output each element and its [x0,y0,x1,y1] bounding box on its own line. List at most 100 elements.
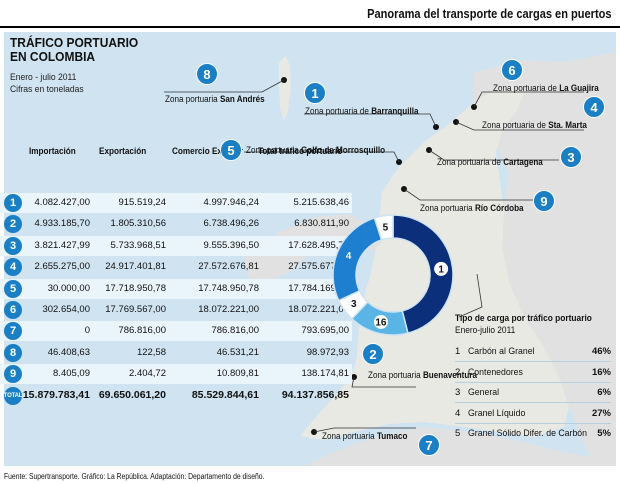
zone-number-badge: 3 [4,236,22,255]
legend-item-number: 2 [455,366,461,378]
cell-imports: 4.933.185,70 [34,218,90,230]
legend-item: 3 General 6% [455,387,611,401]
donut-slice-label: 16 [375,317,387,328]
cargo-type-donut-chart: 1 16 3 4 5 [332,214,454,336]
source-note: Fuente: Supertransporte. Gráfico: La Rep… [4,472,265,481]
legend-item: 5 Granel Sólido Difer. de Carbón 5% [455,428,611,442]
legend-item-number: 1 [455,346,461,357]
zone-label-4: Zona portuaria de Sta. Marta [482,120,587,130]
legend-item: 4 Granel Líquido 27% [455,408,611,422]
table-row: 9 8.405,09 2.404,72 10.809,81 138.174,81 [0,364,352,385]
zone-badge-4: 4 [583,96,605,118]
cell-total-traffic: 6.830.811,90 [294,218,349,230]
cell-imports: 2.655.275,00 [34,261,90,273]
cell-exports: 1.805.310,56 [110,218,166,230]
zone-number-badge: 6 [4,301,22,319]
donut-slice-label: 4 [346,251,352,262]
zone-label-6: Zona portuaria de La Guajira [493,83,599,93]
cell-total-traffic: 18.072.221,00 [288,304,349,315]
zone-label-name: Golfo de Morrosquillo [300,145,386,155]
zone-badge-2: 2 [362,343,384,365]
table-row: 2 4.933.185,70 1.805.310,56 6.738.496,26 6.8… [0,214,352,234]
table-row: 8 46.408,63 122,58 46.531,21 98.972,93 [0,343,352,363]
zone-label-prefix: Zona portuaria de [437,157,504,167]
zone-badge-3: 3 [560,146,582,168]
title-line-1: TRÁFICO PORTUARIO [10,35,139,50]
col-header-imports: Importación [29,146,76,157]
legend-item-percent: 46% [591,346,611,357]
cell-foreign-trade: 10.809,81 [216,368,259,380]
cell-foreign-trade: 786.816,00 [211,325,259,337]
zone-label-prefix: Zona portuaria de [305,106,372,116]
neighbor-land-south [304,427,616,466]
zone-number-badge: 8 [4,343,22,362]
zone-label-8: Zona portuaria San Andrés [165,94,265,104]
legend-subtitle: Enero-julio 2011 [455,325,516,336]
legend-item-label: Granel Sólido Difer. de Carbón [468,428,588,439]
zone-label-name: Cartagena [503,157,543,167]
zone-badge-1: 1 [304,82,326,104]
legend-item-percent: 27% [591,407,611,419]
zone-label-5: Zona portuaria Golfo de Morrosquillo [246,145,385,155]
donut-slice-4 [332,216,383,302]
table-row: 5 30.000,00 17.718.950,78 17.748.950,78 17.7… [0,278,352,299]
legend-item-number: 3 [455,387,461,398]
cell-exports: 122,58 [136,346,166,358]
zone-badge-6: 6 [501,59,523,81]
cell-total-traffic: 5.215.638,46 [293,197,349,208]
donut-slice-label: 3 [351,299,357,310]
zone-label-name: San Andrés [219,94,265,104]
zone-badge-5: 5 [220,139,242,161]
cell-total-traffic: 17.628.495,77 [288,239,349,251]
table-row: 4 2.655.275,00 24.917.401,81 27.572.676,81 2… [0,257,352,277]
donut-slice-label: 1 [438,264,444,275]
cell-total-traffic: 793.695,00 [301,325,349,337]
zone-label-prefix: Zona portuaria de [482,120,549,130]
cell-imports: 46.408,63 [47,346,90,358]
cell-foreign-trade: 4.997.946,24 [203,197,259,208]
donut-slice-label-bg [373,314,388,329]
zone-number-badge: 2 [4,215,22,234]
cell-imports: 30.000,00 [47,282,90,294]
cell-exports: 17.718.950,78 [105,282,166,294]
zone-label-9: Zona portuaria Río Córdoba [420,203,524,213]
cell-foreign-trade: 6.738.496,26 [203,218,259,230]
cell-imports: 8.405,09 [53,368,90,380]
cell-imports: 15.879.783,41 [22,388,90,401]
table-row: 1 4.082.427,00 915.519,24 4.997.946,24 5.215… [0,193,352,213]
page-header-title: Panorama del transporte de cargas en pue… [367,6,612,21]
zone-label-1: Zona portuaria de Barranquilla [305,106,418,116]
col-header-total-traffic: Total tráfico portuario [258,146,343,157]
cell-exports: 786.816,00 [118,325,166,337]
zone-label-3: Zona portuaria de Cartagena [437,157,543,167]
cell-foreign-trade: 18.072.221,00 [198,304,259,315]
zone-label-prefix: Zona portuaria [368,370,423,380]
title-line-2: EN COLOMBIA [10,49,96,64]
legend-item-number: 4 [455,407,461,419]
zone-label-prefix: Zona portuaria [165,94,220,104]
legend-divider [455,422,611,424]
zone-number-badge: 4 [4,258,22,277]
cell-foreign-trade: 27.572.676,81 [198,261,259,273]
zone-label-prefix: Zona portuaria de [493,83,560,93]
cell-total-traffic: 17.784.169,17 [288,282,349,294]
legend-item-percent: 16% [591,366,611,378]
donut-slice-label: 5 [383,223,389,234]
zone-label-name: Barranquilla [371,106,419,116]
infographic-title: TRÁFICO PORTUARIO EN COLOMBIA [10,36,138,64]
zone-label-name: La Guajira [559,83,599,93]
zone-label-name: Tumaco [376,431,408,441]
cell-total-traffic: 138.174,81 [301,368,349,380]
cell-exports: 24.917.401,81 [105,261,166,273]
period-text: Enero - julio 2011 [10,72,77,83]
legend-item: 2 Contenedores 16% [455,367,611,381]
zone-badge-8: 8 [196,63,218,85]
col-header-exports: Exportación [99,146,147,157]
legend-item-label: Contenedores [468,366,523,378]
zone-number-badge: 5 [4,279,22,298]
cell-exports: 915.519,24 [118,197,166,208]
donut-slice-5 [373,214,394,241]
legend-item-label: General [468,387,500,398]
table-row: 6 302.654,00 17.769.567,00 18.072.221,00 18.… [0,300,352,320]
legend-item-percent: 6% [597,387,611,398]
